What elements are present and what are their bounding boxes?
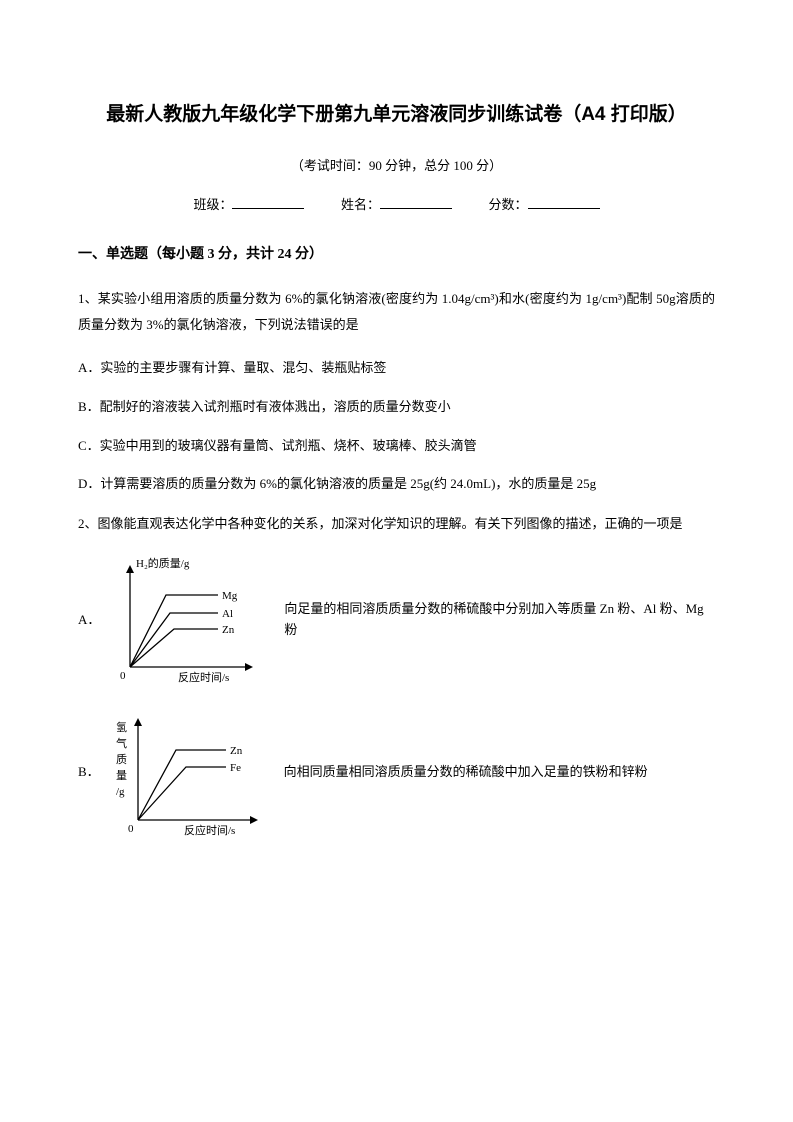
svg-text:0: 0	[120, 670, 126, 682]
score-blank	[528, 196, 600, 209]
q2-stem: 2、图像能直观表达化学中各种变化的关系，加深对化学知识的理解。有关下列图像的描述…	[78, 511, 715, 537]
svg-text:量: 量	[116, 769, 127, 782]
q1-option-b: B．配制好的溶液装入试剂瓶时有液体溅出，溶质的质量分数变小	[78, 395, 715, 420]
page-title: 最新人教版九年级化学下册第九单元溶液同步训练试卷（A4 打印版）	[78, 100, 715, 130]
q2-b-text: 向相同质量相同溶质质量分数的稀硫酸中加入足量的铁粉和锌粉	[284, 762, 648, 783]
q2-b-graph: 氢 气 质 量 /g Zn Fe 0 反应时间/s	[108, 705, 268, 840]
svg-text:Zn: Zn	[230, 745, 243, 757]
q2-option-a-row: A． H₂的质量/g Mg Al Zn 0 反应时间/s 向足量的相同溶质质量分…	[78, 555, 715, 685]
q2-a-graph: H₂的质量/g Mg Al Zn 0 反应时间/s	[108, 555, 268, 685]
name-blank	[380, 196, 452, 209]
svg-text:Al: Al	[222, 608, 233, 620]
q2-b-letter: B．	[78, 762, 100, 783]
svg-text:反应时间/s: 反应时间/s	[178, 670, 229, 684]
svg-text:/g: /g	[116, 786, 125, 798]
q1-stem: 1、某实验小组用溶质的质量分数为 6%的氯化钠溶液(密度约为 1.04g/cm³…	[78, 286, 715, 338]
student-info-row: 班级： 姓名： 分数：	[78, 195, 715, 216]
svg-text:Zn: Zn	[222, 624, 235, 636]
score-label: 分数：	[489, 197, 528, 212]
svg-text:Fe: Fe	[230, 762, 241, 774]
svg-text:反应时间/s: 反应时间/s	[184, 823, 235, 837]
svg-text:Mg: Mg	[222, 590, 238, 602]
class-blank	[232, 196, 304, 209]
exam-info: （考试时间：90 分钟，总分 100 分）	[78, 156, 715, 177]
q1-option-d: D．计算需要溶质的质量分数为 6%的氯化钠溶液的质量是 25g(约 24.0mL…	[78, 472, 715, 497]
q1-option-c: C．实验中用到的玻璃仪器有量筒、试剂瓶、烧杯、玻璃棒、胶头滴管	[78, 434, 715, 459]
svg-text:质: 质	[116, 753, 127, 766]
q1-option-a: A．实验的主要步骤有计算、量取、混匀、装瓶贴标签	[78, 356, 715, 381]
svg-text:0: 0	[128, 823, 134, 835]
q2-a-text: 向足量的相同溶质质量分数的稀硫酸中分别加入等质量 Zn 粉、Al 粉、Mg 粉	[284, 599, 715, 641]
q2-a-letter: A．	[78, 610, 100, 631]
q2-option-b-row: B． 氢 气 质 量 /g Zn Fe 0 反应时间/s 向相同质量相同溶质质量…	[78, 705, 715, 840]
class-label: 班级：	[193, 197, 232, 212]
name-label: 姓名：	[341, 197, 380, 212]
svg-text:氢: 氢	[116, 720, 127, 734]
y-axis-label-a: H₂的质量/g	[136, 556, 190, 570]
svg-text:气: 气	[116, 736, 127, 750]
section-heading: 一、单选题（每小题 3 分，共计 24 分）	[78, 244, 715, 266]
